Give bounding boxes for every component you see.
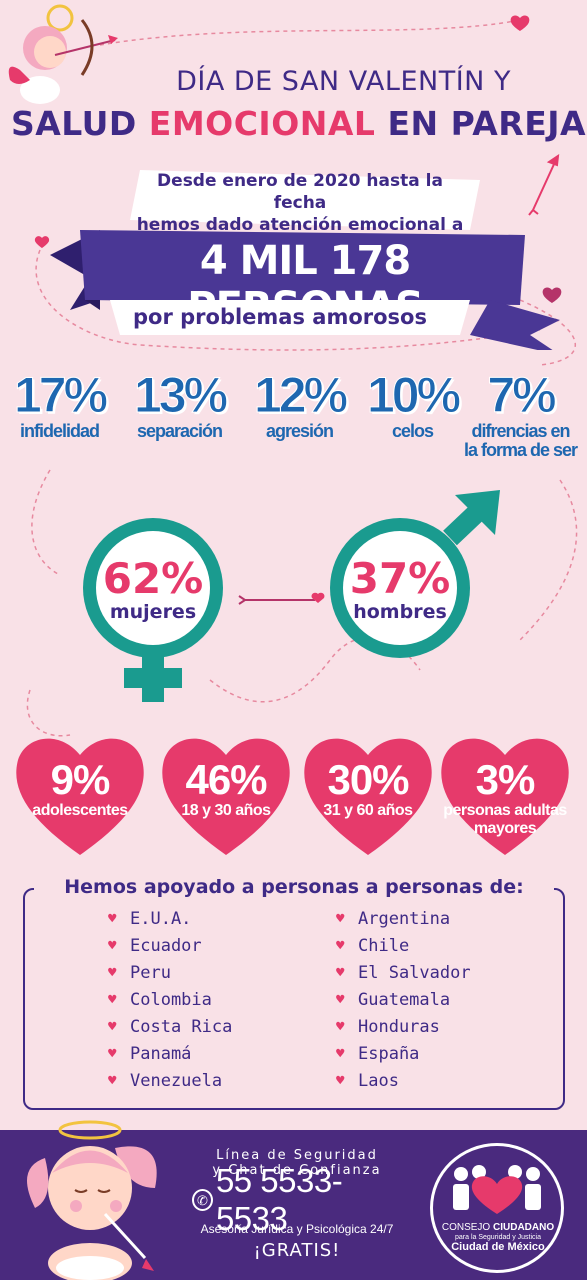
- stat-label-line2: la forma de ser: [463, 440, 578, 460]
- cupid-illustration-bottom: [27, 1120, 157, 1280]
- banner-reason: por problemas amorosos: [133, 305, 427, 329]
- logo-word-consejo: CONSEJO: [441, 1222, 491, 1233]
- list-item: Venezuela: [106, 1068, 306, 1095]
- age-label: personas adultas: [443, 802, 567, 819]
- banner-intro-line1: Desde enero de 2020 hasta la fecha: [157, 171, 443, 213]
- countries-title: Hemos apoyado a personas a personas de:: [34, 876, 554, 898]
- heart-shape: [441, 738, 569, 855]
- age-hearts: [16, 738, 569, 855]
- whatsapp-icon: ✆: [192, 1189, 213, 1211]
- logo-text: CONSEJO CIUDADANO para la Seguridad y Ju…: [437, 1222, 559, 1253]
- list-item: Argentina: [334, 906, 534, 933]
- age-adolescentes: 9% adolescentes: [10, 758, 150, 820]
- age-label: 18 y 30 años: [181, 802, 271, 819]
- stat-infidelidad: 17% infidelidad: [2, 368, 117, 441]
- banner-total-people: 4 MIL 178 PERSONAS: [187, 238, 424, 330]
- stat-percent: 13%: [133, 367, 228, 423]
- logo-word-ciudadano: CIUDADANO: [493, 1222, 555, 1233]
- heart-shape: [162, 738, 290, 855]
- stat-label: difrencias en: [471, 421, 570, 441]
- stat-label: separación: [136, 421, 223, 441]
- stat-celos: 10% celos: [355, 368, 470, 441]
- footer-line2: y Chat de Confianza: [212, 1163, 382, 1178]
- age-adultas-mayores: 3% personas adultas mayores: [435, 758, 575, 838]
- heart-shape: [304, 738, 432, 855]
- age-percent: 46%: [185, 756, 267, 803]
- age-percent: 30%: [327, 756, 409, 803]
- title-line-2: SALUD EMOCIONAL EN PAREJA: [10, 104, 587, 143]
- stat-percent: 10%: [366, 367, 461, 423]
- countries-list-right: Argentina Chile El Salvador Guatemala Ho…: [334, 906, 534, 1095]
- stat-label: infidelidad: [20, 421, 100, 441]
- list-item: España: [334, 1041, 534, 1068]
- footer-free: ¡GRATIS!: [253, 1240, 341, 1261]
- title-line-1: DÍA DE SAN VALENTÍN Y: [176, 66, 511, 97]
- age-label: 31 y 60 años: [323, 802, 413, 819]
- list-item: Honduras: [334, 1014, 534, 1041]
- men-stat: 37% hombres: [340, 554, 460, 624]
- banner-intro-line2: hemos dado atención emocional a: [136, 215, 464, 235]
- list-item: Costa Rica: [106, 1014, 306, 1041]
- logo-city: Ciudad de México: [451, 1241, 545, 1253]
- list-item: El Salvador: [334, 960, 534, 987]
- logo-figures-heart-icon: [453, 1165, 541, 1214]
- men-label: hombres: [353, 601, 447, 623]
- age-18-30: 46% 18 y 30 años: [156, 758, 296, 820]
- age-percent: 3%: [475, 756, 536, 803]
- list-item: E.U.A.: [106, 906, 306, 933]
- footer-service: Asesoría Jurídica y Psicológica 24/7: [200, 1222, 394, 1236]
- list-item: Colombia: [106, 987, 306, 1014]
- phone-row: ✆ 55 5533-5533: [192, 1162, 402, 1237]
- stat-label: agresión: [265, 421, 334, 441]
- title-word-en-pareja: EN PAREJA: [375, 104, 587, 143]
- cupid-illustration-top: [8, 4, 118, 104]
- age-label: adolescentes: [32, 802, 128, 819]
- stat-agresion: 12% agresión: [242, 368, 357, 441]
- female-symbol: [83, 518, 223, 702]
- age-percent: 9%: [50, 756, 111, 803]
- title-word-salud: SALUD: [10, 104, 149, 143]
- stat-percent: 7%: [487, 367, 557, 423]
- background-decoration: [8, 4, 578, 737]
- banner-intro: Desde enero de 2020 hasta la fecha hemos…: [130, 170, 470, 236]
- age-label-line2: mayores: [473, 820, 537, 837]
- women-percent: 62%: [102, 554, 204, 603]
- age-31-60: 30% 31 y 60 años: [298, 758, 438, 820]
- gender-symbols: [83, 490, 500, 702]
- list-item: Chile: [334, 933, 534, 960]
- stat-label: celos: [391, 421, 434, 441]
- list-item: Ecuador: [106, 933, 306, 960]
- stat-percent: 12%: [253, 367, 348, 423]
- consejo-ciudadano-logo: CONSEJO CIUDADANO para la Seguridad y Ju…: [430, 1143, 564, 1273]
- women-label: mujeres: [109, 601, 197, 623]
- ribbon-banner: [50, 170, 560, 350]
- list-item: Guatemala: [334, 987, 534, 1014]
- list-item: Laos: [334, 1068, 534, 1095]
- logo-subtitle: para la Seguridad y Justicia: [455, 1234, 541, 1241]
- stat-separacion: 13% separación: [122, 368, 237, 441]
- heart-shape: [16, 738, 144, 855]
- title-word-emocional: EMOCIONAL: [148, 104, 376, 143]
- stat-diferencias: 7% difrencias en la forma de ser: [458, 368, 583, 460]
- phone-number[interactable]: 55 5533-5533: [215, 1162, 343, 1237]
- women-stat: 62% mujeres: [93, 554, 213, 624]
- men-percent: 37%: [349, 554, 451, 603]
- list-item: Panamá: [106, 1041, 306, 1068]
- countries-list-left: E.U.A. Ecuador Peru Colombia Costa Rica …: [106, 906, 306, 1095]
- list-item: Peru: [106, 960, 306, 987]
- stat-percent: 17%: [13, 367, 108, 423]
- male-symbol: [330, 490, 500, 658]
- footer-line1: Línea de Seguridad: [216, 1148, 378, 1163]
